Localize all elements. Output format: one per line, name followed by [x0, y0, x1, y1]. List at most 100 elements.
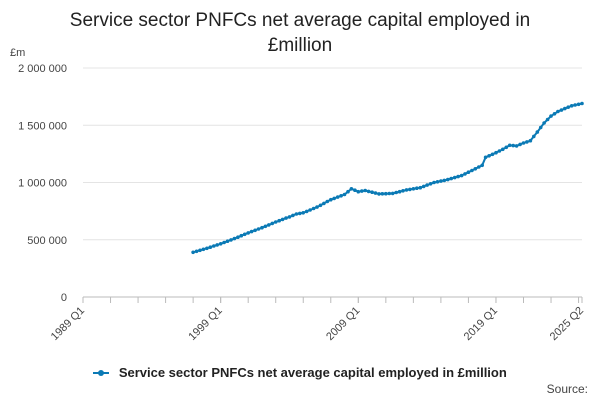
data-point[interactable] [339, 194, 343, 198]
data-point[interactable] [270, 221, 275, 226]
data-point[interactable] [456, 174, 460, 179]
data-point[interactable] [459, 173, 464, 178]
data-point[interactable] [308, 208, 312, 212]
data-point[interactable] [511, 143, 515, 148]
data-point[interactable] [356, 189, 361, 194]
data-point[interactable] [401, 189, 405, 193]
data-point[interactable] [373, 191, 378, 195]
data-point[interactable] [470, 168, 474, 173]
data-point[interactable] [304, 209, 309, 214]
data-point[interactable] [404, 188, 409, 192]
data-point[interactable] [346, 189, 350, 194]
data-point[interactable] [291, 213, 295, 218]
data-point[interactable] [390, 191, 395, 196]
data-point[interactable] [301, 211, 306, 215]
data-point[interactable] [212, 244, 216, 248]
data-point[interactable] [191, 250, 195, 255]
data-point[interactable] [435, 180, 440, 184]
data-point[interactable] [201, 247, 206, 252]
data-point[interactable] [545, 117, 550, 122]
data-point[interactable] [408, 187, 412, 192]
data-point[interactable] [198, 248, 202, 253]
data-point[interactable] [466, 170, 471, 174]
data-point[interactable] [559, 108, 564, 112]
data-point[interactable] [366, 189, 371, 194]
data-point[interactable] [208, 245, 213, 249]
data-point[interactable] [294, 212, 299, 216]
data-point[interactable] [483, 155, 488, 160]
data-point[interactable] [549, 114, 553, 118]
data-point[interactable] [497, 149, 502, 153]
data-point[interactable] [342, 192, 347, 197]
data-point[interactable] [353, 188, 357, 192]
data-point[interactable] [287, 215, 292, 219]
data-point[interactable] [487, 154, 491, 158]
data-point[interactable] [576, 102, 581, 107]
data-point[interactable] [411, 187, 416, 191]
data-point[interactable] [225, 239, 230, 243]
data-point[interactable] [525, 140, 529, 144]
data-point[interactable] [273, 220, 278, 224]
data-point[interactable] [528, 138, 533, 143]
data-point[interactable] [256, 227, 261, 231]
data-point[interactable] [563, 106, 567, 111]
data-point[interactable] [542, 121, 546, 125]
data-point[interactable] [242, 232, 247, 237]
data-point[interactable] [494, 150, 498, 155]
data-point[interactable] [332, 196, 337, 201]
data-point[interactable] [363, 188, 368, 193]
data-point[interactable] [263, 224, 268, 229]
data-point[interactable] [514, 144, 519, 148]
data-point[interactable] [329, 197, 333, 202]
data-point[interactable] [229, 238, 233, 242]
data-point[interactable] [535, 130, 540, 134]
data-point[interactable] [566, 105, 570, 109]
data-point[interactable] [377, 192, 381, 196]
data-point[interactable] [205, 246, 209, 251]
data-point[interactable] [280, 217, 285, 222]
data-point[interactable] [322, 201, 326, 206]
data-point[interactable] [380, 192, 385, 196]
data-point[interactable] [580, 101, 584, 106]
data-point[interactable] [298, 211, 302, 216]
data-point[interactable] [318, 203, 323, 208]
data-point[interactable] [552, 112, 557, 116]
data-point[interactable] [394, 190, 399, 195]
data-point[interactable] [452, 175, 457, 180]
data-point[interactable] [490, 152, 495, 157]
data-point[interactable] [215, 243, 219, 247]
data-point[interactable] [370, 190, 374, 194]
data-point[interactable] [335, 195, 340, 199]
data-point[interactable] [556, 109, 560, 114]
data-point[interactable] [569, 104, 574, 108]
data-point[interactable] [218, 242, 223, 246]
data-point[interactable] [325, 199, 330, 204]
data-point[interactable] [246, 231, 250, 235]
data-point[interactable] [194, 249, 199, 254]
data-point[interactable] [538, 125, 543, 130]
data-point[interactable] [446, 177, 450, 182]
data-point[interactable] [277, 218, 282, 223]
data-point[interactable] [397, 189, 402, 194]
data-point[interactable] [518, 142, 522, 147]
data-point[interactable] [507, 143, 512, 148]
data-point[interactable] [425, 183, 429, 187]
data-point[interactable] [573, 103, 577, 107]
data-point[interactable] [253, 228, 257, 233]
data-point[interactable] [260, 225, 264, 230]
data-point[interactable] [477, 165, 481, 169]
data-point[interactable] [421, 184, 426, 189]
data-point[interactable] [267, 223, 271, 227]
data-point[interactable] [249, 229, 254, 234]
data-point[interactable] [432, 180, 436, 185]
data-point[interactable] [384, 191, 388, 196]
data-point[interactable] [439, 179, 443, 183]
data-point[interactable] [449, 176, 454, 181]
data-point[interactable] [222, 240, 226, 245]
data-point[interactable] [387, 191, 392, 196]
data-point[interactable] [315, 205, 319, 209]
data-point[interactable] [415, 186, 419, 190]
data-point[interactable] [428, 182, 433, 186]
data-point[interactable] [311, 206, 316, 211]
data-point[interactable] [473, 167, 478, 171]
